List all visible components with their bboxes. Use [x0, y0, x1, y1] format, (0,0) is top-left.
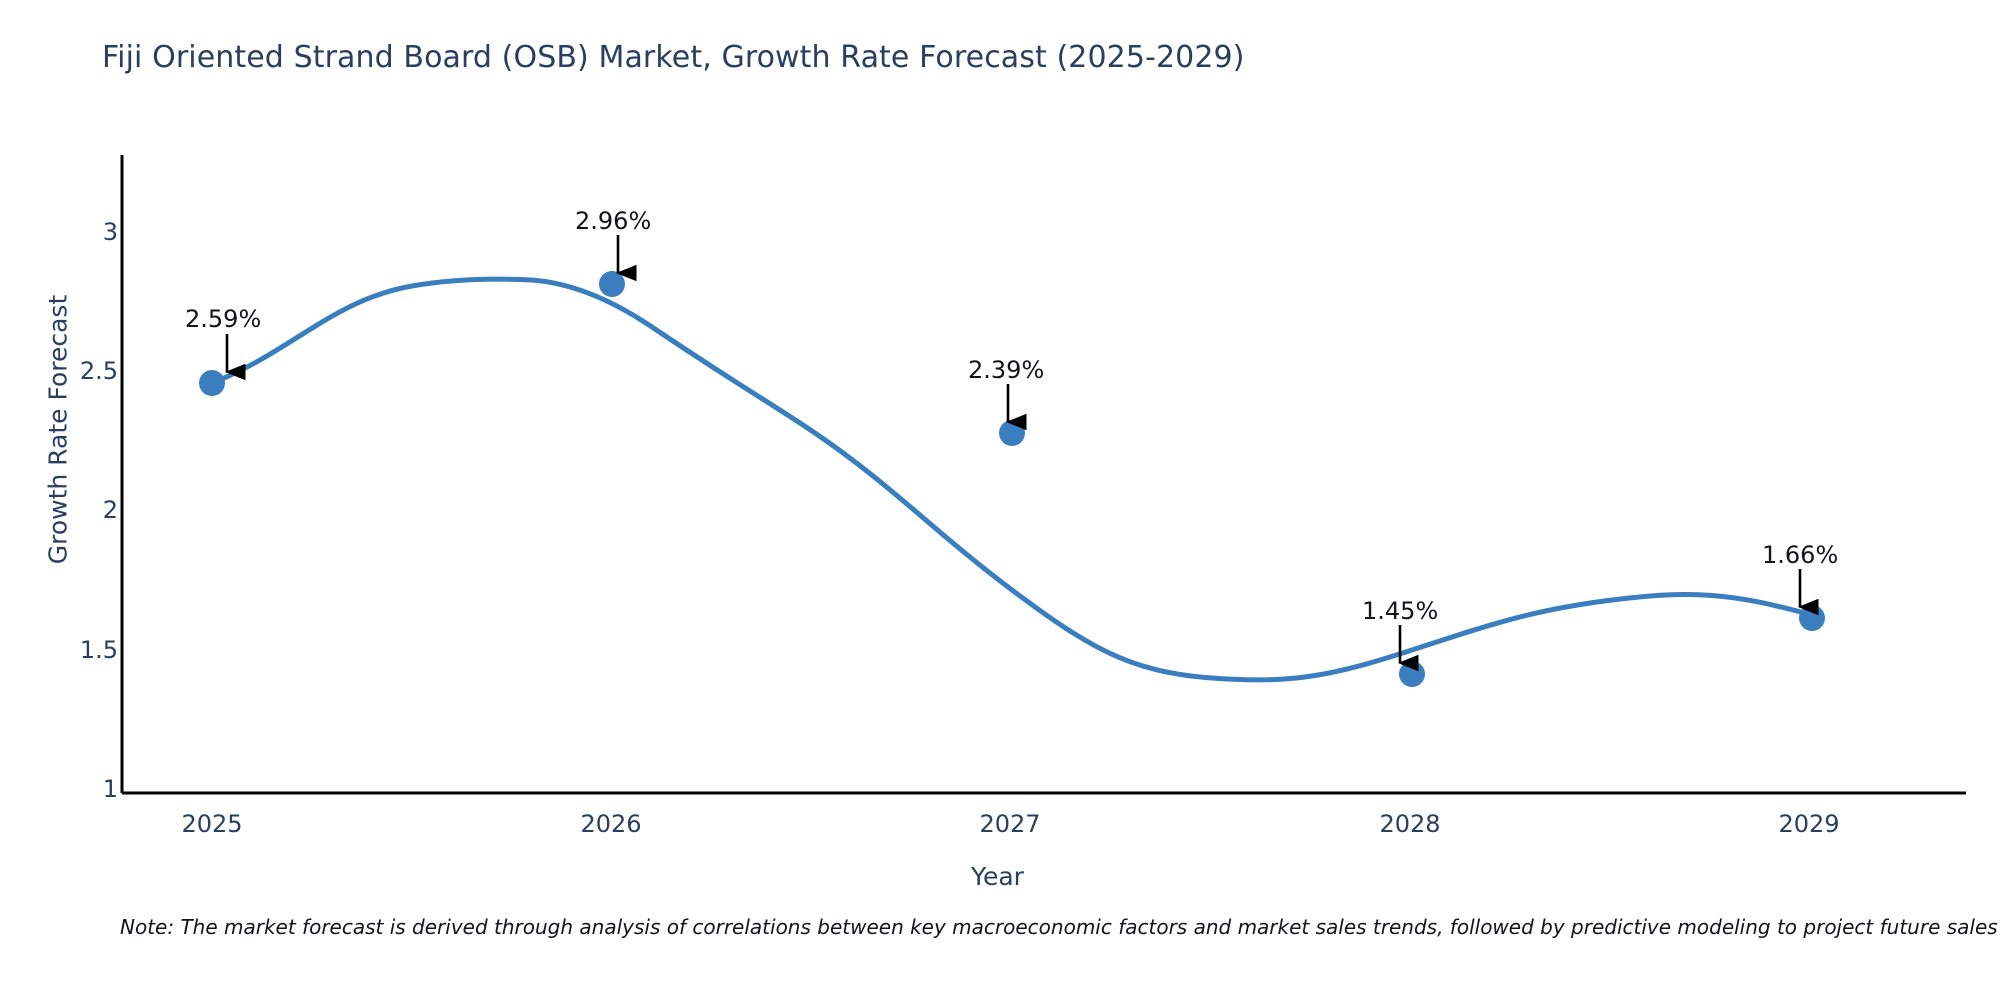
forecast-line-path [209, 276, 1815, 683]
page-title: Fiji Oriented Strand Board (OSB) Market,… [102, 40, 1245, 75]
data-label-2027: 2.39% [968, 356, 1045, 384]
data-point-2025[interactable] [199, 370, 225, 396]
footnote: Note: The market forecast is derived thr… [120, 915, 1998, 939]
x-tick-label-2026: 2026 [580, 810, 642, 838]
y-tick-label-3: 2 [102, 496, 118, 524]
data-point-2028[interactable] [1399, 661, 1425, 687]
data-label-2029: 1.66% [1762, 541, 1839, 569]
x-tick-label-2025: 2025 [181, 810, 243, 838]
data-point-2029[interactable] [1799, 605, 1825, 631]
data-point-2027[interactable] [999, 420, 1025, 446]
x-axis-label-wrap: Year [0, 862, 2000, 891]
data-label-2025: 2.59% [185, 305, 262, 333]
x-tick-label-2028: 2028 [1379, 810, 1441, 838]
x-axis-label: Year [971, 862, 1024, 891]
data-label-2026: 2.96% [575, 207, 652, 235]
y-tick-label-4: 2.5 [79, 357, 118, 385]
data-point-2026[interactable] [599, 271, 625, 297]
x-tick-label-2027: 2027 [979, 810, 1041, 838]
y-tick-label-5: 3 [102, 218, 118, 246]
y-tick-label-2: 1.5 [79, 636, 118, 664]
x-tick-label-2029: 2029 [1778, 810, 1840, 838]
data-label-2028: 1.45% [1362, 597, 1439, 625]
y-tick-label-1: 1 [102, 775, 118, 803]
